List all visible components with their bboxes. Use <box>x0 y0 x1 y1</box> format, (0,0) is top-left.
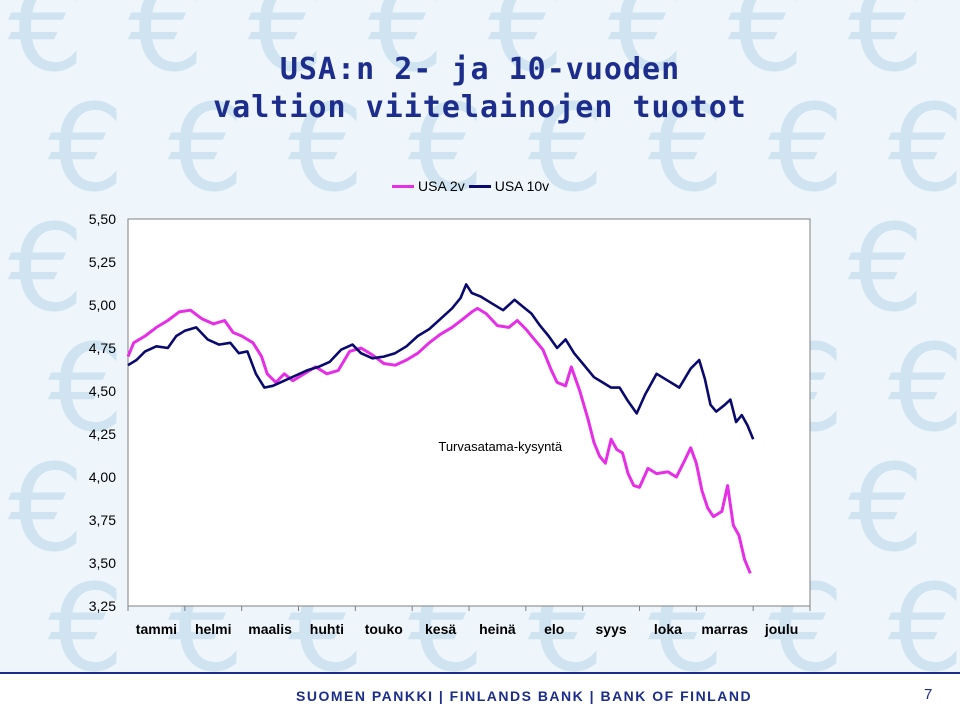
y-tick-label: 4,25 <box>89 426 116 442</box>
series-line-usa2v <box>126 306 752 574</box>
euro-sign-icon: € <box>288 80 364 219</box>
y-tick-label: 3,75 <box>89 512 116 528</box>
y-tick-label: 4,75 <box>89 340 116 356</box>
euro-sign-icon: € <box>128 0 204 99</box>
legend-swatch-usa2v <box>392 184 414 188</box>
euro-sign-icon: € <box>888 80 960 219</box>
series-line-usa10v <box>127 283 755 440</box>
y-tick-label: 5,25 <box>89 254 116 270</box>
y-tick-label: 3,25 <box>89 598 116 614</box>
euro-sign-icon: € <box>8 440 84 579</box>
euro-sign-icon: € <box>848 200 924 339</box>
page-number: 7 <box>924 686 933 703</box>
slide-title-line-2: valtion viitelainojen tuotot <box>213 90 747 125</box>
y-tick-label: 5,50 <box>89 211 116 227</box>
x-tick-label: joulu <box>764 621 798 637</box>
euro-sign-icon: € <box>368 0 444 99</box>
line-chart: 5,50 5,25 5,00 4,75 4,50 4,25 4,00 3,75 3,50 3,25… <box>89 211 811 637</box>
euro-sign-icon: € <box>48 80 124 219</box>
x-tick-label: kesä <box>425 621 456 637</box>
euro-sign-icon: € <box>528 80 604 219</box>
y-tick-label: 4,00 <box>89 469 116 485</box>
euro-sign-icon: € <box>488 0 564 99</box>
euro-sign-icon: € <box>408 80 484 219</box>
x-tick-label: marras <box>701 621 748 637</box>
x-tick-label: helmi <box>195 621 232 637</box>
euro-sign-icon: € <box>8 200 84 339</box>
euro-sign-icon: € <box>48 320 124 459</box>
slide-title-line-1: USA:n 2- ja 10-vuoden <box>279 52 681 87</box>
x-tick-label: elo <box>544 621 564 637</box>
y-tick-label: 5,00 <box>89 297 116 313</box>
euro-sign-icon: € <box>848 440 924 579</box>
y-tick-label: 4,50 <box>89 383 116 399</box>
y-tick-label: 3,50 <box>89 555 116 571</box>
x-tick-label: heinä <box>479 621 516 637</box>
x-tick-label: touko <box>365 621 403 637</box>
chart-legend: USA 2v USA 10v <box>392 178 549 194</box>
euro-sign-icon: € <box>768 80 844 219</box>
legend-swatch-usa10v <box>468 184 491 188</box>
x-tick-label: maalis <box>248 621 292 637</box>
euro-sign-icon: € <box>888 320 960 459</box>
euro-sign-icon: € <box>168 80 244 219</box>
legend-label-usa10v: USA 10v <box>494 178 550 194</box>
euro-sign-icon: € <box>608 0 684 99</box>
legend-label-usa2v: USA 2v <box>418 178 465 194</box>
x-tick-label: huhti <box>310 621 344 637</box>
euro-sign-icon: € <box>728 0 804 99</box>
plot-area <box>127 218 811 607</box>
euro-sign-icon: € <box>248 0 324 99</box>
x-tick-label: syys <box>596 621 627 637</box>
x-tick-label: loka <box>654 621 682 637</box>
footer-text: SUOMEN PANKKI | FINLANDS BANK | BANK OF … <box>296 688 753 704</box>
euro-sign-icon: € <box>848 0 924 99</box>
footer-bar: SUOMEN PANKKI | FINLANDS BANK | BANK OF … <box>0 672 960 707</box>
x-tick-label: tammi <box>136 621 177 637</box>
euro-sign-icon: € <box>8 0 84 99</box>
euro-sign-icon: € <box>648 80 724 219</box>
chart-annotation: Turvasatama-kysyntä <box>438 439 563 454</box>
